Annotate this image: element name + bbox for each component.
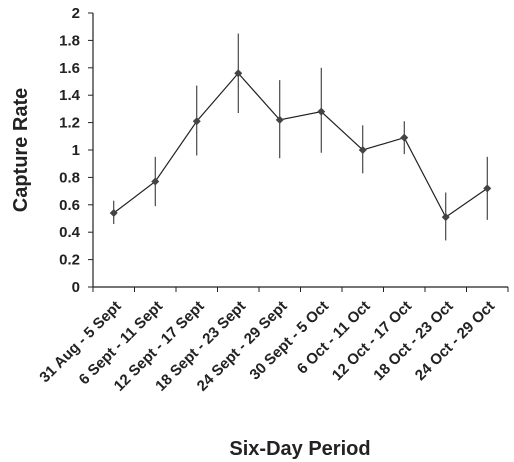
y-tick-label: 1.6 — [59, 60, 80, 77]
data-point — [109, 209, 118, 218]
data-point — [400, 133, 409, 142]
y-tick-label: 1.8 — [59, 32, 80, 49]
y-axis-title: Capture Rate — [10, 88, 32, 212]
data-point — [234, 69, 243, 78]
x-axis-title: Six-Day Period — [229, 438, 370, 460]
data-markers — [109, 69, 492, 222]
y-tick-label: 0.4 — [59, 224, 81, 241]
data-point — [358, 146, 367, 154]
data-point — [151, 177, 160, 186]
data-point — [275, 115, 284, 124]
y-tick-label: 0.2 — [59, 252, 80, 269]
data-point — [317, 107, 326, 116]
y-axis-ticks: 0 0.2 0.4 0.6 0.8 1 1.2 1.4 1.6 1.8 2 — [59, 5, 93, 296]
y-tick-label: 0.8 — [59, 169, 80, 186]
y-tick-label: 1.4 — [59, 87, 81, 104]
error-bars — [113, 33, 488, 241]
y-tick-label: 1 — [72, 142, 80, 159]
y-tick-label: 0.6 — [59, 197, 80, 214]
y-tick-label: 1.2 — [59, 115, 80, 132]
series-line — [113, 72, 488, 219]
data-point — [441, 213, 450, 222]
y-tick-label: 2 — [72, 5, 80, 22]
y-tick-label: 0 — [72, 279, 80, 296]
data-point — [483, 184, 492, 193]
x-tick-label: 6 Oct - 11 Oct — [294, 298, 374, 378]
data-point — [192, 117, 201, 126]
